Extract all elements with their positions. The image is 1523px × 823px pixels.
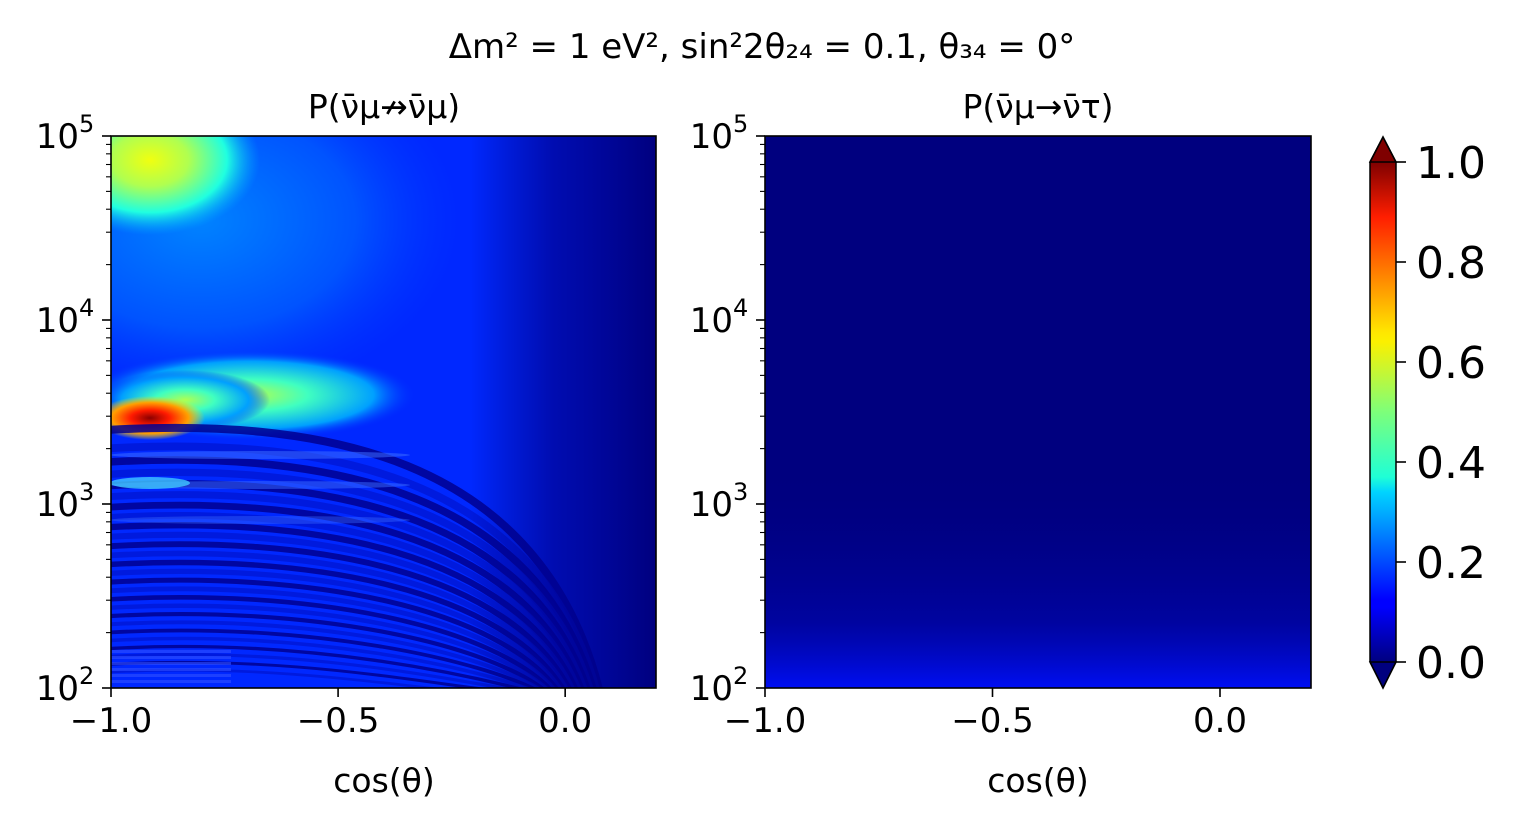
colorbar-ticks: 0.0 0.2 0.4 0.6 0.8 1.0 <box>1396 138 1486 689</box>
y-tick-exponent: 4 <box>733 294 748 322</box>
y-tick-exponent: 3 <box>79 478 94 506</box>
colorbar-under-triangle <box>1368 661 1398 690</box>
y-tick-exponent: 4 <box>79 294 94 322</box>
left-x-axis-label: cos(θ) <box>333 761 434 800</box>
y-tick-exponent: 5 <box>79 110 94 138</box>
y-tick-exponent: 2 <box>79 662 94 690</box>
colorbar-tick-label: 0.2 <box>1416 538 1486 589</box>
y-tick-label: 104 <box>36 294 95 341</box>
bottom-speckle <box>111 662 231 665</box>
bottom-speckle <box>111 650 231 653</box>
y-tick-label: 105 <box>690 110 749 157</box>
right-x-axis-label: cos(θ) <box>987 761 1088 800</box>
y-tick-exponent: 5 <box>733 110 748 138</box>
bottom-speckle <box>111 668 231 671</box>
y-tick-label: 103 <box>690 478 749 525</box>
colorbar: 0.0 0.2 0.4 0.6 0.8 1.0 <box>1368 135 1486 690</box>
y-tick-label: 105 <box>36 110 95 157</box>
left-heatmap <box>111 136 656 688</box>
light-band <box>111 516 410 524</box>
right-heatmap <box>765 136 1311 688</box>
right-x-axis: −1.0 −0.5 0.0 <box>724 688 1247 741</box>
right-axes-frame <box>764 135 1312 689</box>
left-panel-title: P(ν̄μ↛ν̄μ) <box>308 87 460 126</box>
figure-suptitle: Δm² = 1 eV², sin²2θ₂₄ = 0.1, θ₃₄ = 0° <box>449 27 1076 67</box>
light-band <box>111 477 190 489</box>
y-tick-exponent: 2 <box>733 662 748 690</box>
left-x-axis: −1.0 −0.5 0.0 <box>70 688 592 741</box>
colorbar-gradient <box>1370 162 1396 662</box>
colorbar-over-triangle <box>1368 135 1398 163</box>
x-tick-label: −0.5 <box>297 701 380 741</box>
y-tick-exponent: 3 <box>733 478 748 506</box>
x-tick-label: −1.0 <box>70 701 153 741</box>
x-tick-label: 0.0 <box>538 701 592 741</box>
colorbar-tick-label: 0.0 <box>1416 638 1486 689</box>
left-axes-frame <box>110 135 657 689</box>
colorbar-tick-label: 1.0 <box>1416 138 1486 189</box>
bottom-speckle <box>111 674 231 677</box>
colorbar-tick-label: 0.6 <box>1416 338 1486 389</box>
bottom-speckle <box>111 680 231 683</box>
y-tick-label: 103 <box>36 478 95 525</box>
x-tick-label: −0.5 <box>951 701 1034 741</box>
oscillation-band <box>111 652 512 688</box>
bottom-speckle <box>111 656 231 659</box>
colorbar-tick-label: 0.4 <box>1416 438 1486 489</box>
light-band <box>111 451 410 459</box>
right-panel-title: P(ν̄μ→ν̄τ) <box>962 87 1113 126</box>
y-tick-label: 104 <box>690 294 749 341</box>
colorbar-tick-label: 0.8 <box>1416 238 1486 289</box>
x-tick-label: 0.0 <box>1193 701 1247 741</box>
x-tick-label: −1.0 <box>724 701 807 741</box>
